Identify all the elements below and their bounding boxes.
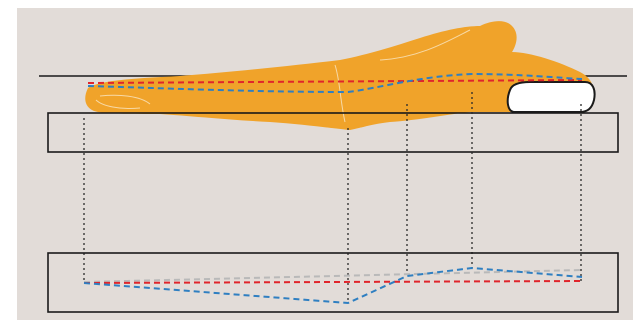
ideal-line-gray	[83, 269, 583, 283]
reference-line-red-top	[87, 79, 583, 84]
spine-line-blue	[83, 266, 583, 305]
spine-line-blue-top	[87, 72, 583, 94]
foot-outline	[99, 94, 151, 105]
analysis-box	[47, 252, 619, 313]
reference-line-red	[83, 280, 583, 284]
hip-outline	[334, 64, 346, 123]
mattress-box	[47, 112, 619, 153]
heel-outline	[95, 99, 141, 109]
pillow-icon	[506, 81, 596, 113]
person-lying-silhouette-icon	[85, 21, 594, 130]
guide-lines	[83, 92, 582, 303]
arm-outline	[379, 29, 471, 61]
